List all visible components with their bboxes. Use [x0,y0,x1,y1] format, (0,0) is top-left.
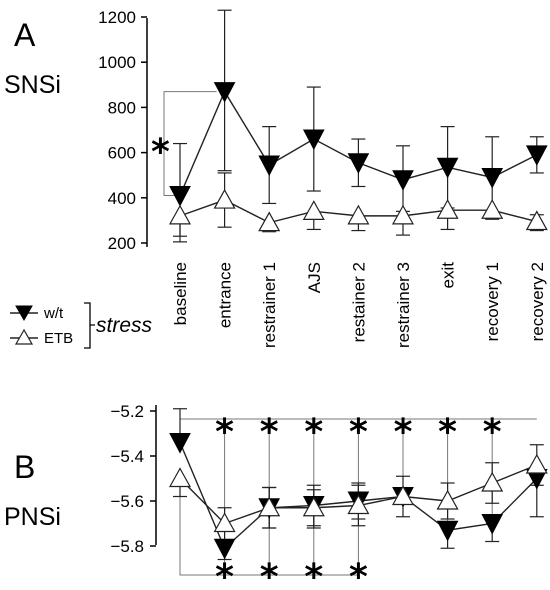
panel-b-top-star: * [438,412,457,453]
panel-b-letter: B [14,449,35,485]
panel-b-bottom-star: * [304,557,323,590]
panel-a-marker-etb [302,200,325,220]
panel-b-y-tick-label: −5.8 [110,537,144,556]
panel-a-marker-wt [392,170,414,191]
panel-b-bottom-bracket [179,488,359,576]
panel-b-marker-etb [481,471,504,492]
panel-a-marker-etb [525,210,548,231]
x-tick-label: AJS [305,262,324,293]
panel-b-marker-etb [525,453,548,474]
panel-b-marker-etb [168,467,192,488]
panel-b-marker-etb [213,512,236,533]
panel-a-y-tick-label: 200 [108,234,136,253]
panel-b-marker-wt [169,433,191,454]
panel-a-title: SNSi [4,71,61,99]
legend-etb-label: ETB [44,330,73,347]
plot-layer: baseline entrance restrainer 1 AJS restainer… [98,8,548,561]
legend-brace [84,302,95,349]
x-tick-label: restainer 2 [349,262,368,342]
panel-a-marker-etb [347,204,370,225]
panel-b-top-star: * [349,412,368,453]
panel-b-bottom-star: * [260,557,279,590]
legend-etb-marker [14,328,34,345]
panel-b-top-star: * [304,412,323,453]
panel-b-top-star: * [483,412,502,453]
panel-a-y-tick-label: 1000 [98,53,136,72]
panel-a-marker-etb [436,198,459,219]
panel-b-y-tick-label: −5.2 [110,402,144,421]
panel-a-y-tick-label: 800 [108,98,136,117]
panel-a-marker-wt [525,145,548,166]
panel-a-marker-wt [481,167,504,189]
panel-a-marker-wt [169,186,191,207]
panel-b-marker-wt [213,538,236,560]
panel-a-marker-etb [391,204,415,225]
panel-a-marker-etb [481,198,504,219]
panel-b-marker-etb [302,496,325,517]
panel-b-y-tick-label: −5.6 [110,492,144,511]
panel-b-marker-etb [391,485,415,506]
panel-b-top-star: * [394,412,413,453]
panel-b-top-star: * [260,412,279,453]
panel-b-marker-etb [347,494,370,515]
panel-a-marker-wt [436,157,459,179]
panel-a-marker-etb [213,188,236,209]
x-tick-label: recovery 2 [528,262,547,341]
legend-wt-marker [15,305,33,322]
panel-a-marker-wt [347,153,370,174]
x-tick-label: exit [439,262,458,289]
annotation-layer: * * * * * * * * * * * * [151,132,502,590]
legend-wt-label: w/t [43,305,64,322]
panel-b-marker-etb [436,489,459,510]
panel-a-marker-wt [258,155,281,177]
panel-a-marker-wt [302,129,325,151]
legend: w/t ETB stress [10,302,153,349]
panel-a-significance-bracket [163,91,217,197]
x-tick-label: recovery 1 [483,262,502,341]
panel-a-marker-etb [258,211,281,232]
x-tick-label: restrainer 3 [394,262,413,348]
legend-group-label: stress [96,314,153,337]
panel-a-y-tick-label: 1200 [98,8,136,27]
panel-b-marker-wt [481,514,504,535]
panel-b-y-tick-label: −5.4 [110,447,144,466]
panel-a-marker-etb [168,204,192,225]
panel-b-bottom-star: * [215,557,234,590]
panel-a-marker-wt [213,82,236,103]
panel-b-marker-wt [436,520,459,542]
panel-b-marker-etb [258,496,281,517]
panel-b-bottom-star: * [349,557,368,590]
panel-b-title: PNSi [4,503,61,531]
panel-a-significance-star: * [151,132,170,173]
x-tick-label: restrainer 1 [260,262,279,348]
x-tick-label: entrance [216,262,235,328]
x-tick-label: baseline [171,262,190,325]
panel-a-y-tick-label: 600 [108,144,136,163]
panel-b-top-star: * [215,412,234,453]
panel-a-y-tick-label: 400 [108,189,136,208]
panel-a-letter: A [14,17,36,53]
